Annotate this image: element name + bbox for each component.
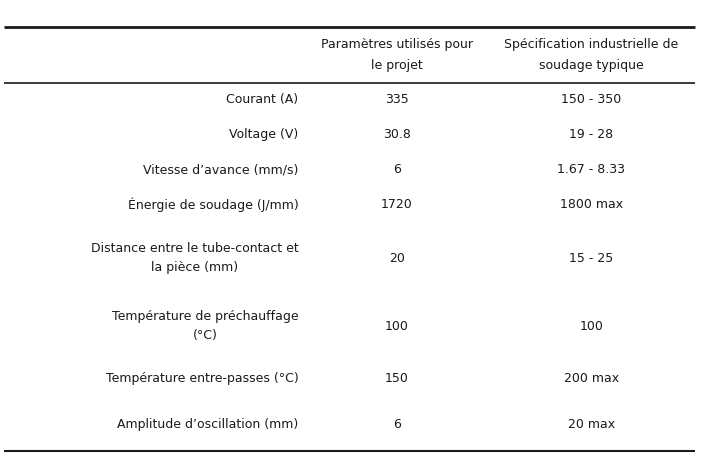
Text: 150 - 350: 150 - 350 <box>562 93 621 106</box>
Text: Énergie de soudage (J/mm): Énergie de soudage (J/mm) <box>128 198 298 212</box>
Text: Distance entre le tube-contact et
la pièce (mm): Distance entre le tube-contact et la piè… <box>91 242 298 274</box>
Text: 30.8: 30.8 <box>383 128 411 141</box>
Text: 100: 100 <box>385 320 409 333</box>
Text: 15 - 25: 15 - 25 <box>569 252 614 265</box>
Text: 100: 100 <box>579 320 604 333</box>
Text: 1800 max: 1800 max <box>560 199 623 211</box>
Text: 150: 150 <box>385 372 409 385</box>
Text: Vitesse d’avance (mm/s): Vitesse d’avance (mm/s) <box>143 164 298 176</box>
Text: Température de préchauffage
(°C): Température de préchauffage (°C) <box>112 311 298 342</box>
Text: 1.67 - 8.33: 1.67 - 8.33 <box>557 164 625 176</box>
Text: Amplitude d’oscillation (mm): Amplitude d’oscillation (mm) <box>117 418 298 431</box>
Text: 19 - 28: 19 - 28 <box>569 128 614 141</box>
Text: Température entre-passes (°C): Température entre-passes (°C) <box>105 372 298 385</box>
Text: 20: 20 <box>389 252 404 265</box>
Text: 335: 335 <box>385 93 409 106</box>
Text: Courant (A): Courant (A) <box>226 93 298 106</box>
Text: 200 max: 200 max <box>564 372 619 385</box>
Text: Spécification industrielle de
soudage typique: Spécification industrielle de soudage ty… <box>504 38 679 72</box>
Text: 20 max: 20 max <box>568 418 615 431</box>
Text: 6: 6 <box>392 418 401 431</box>
Text: 6: 6 <box>392 164 401 176</box>
Text: Paramètres utilisés pour
le projet: Paramètres utilisés pour le projet <box>321 38 472 72</box>
Text: Voltage (V): Voltage (V) <box>229 128 298 141</box>
Text: 1720: 1720 <box>380 199 413 211</box>
